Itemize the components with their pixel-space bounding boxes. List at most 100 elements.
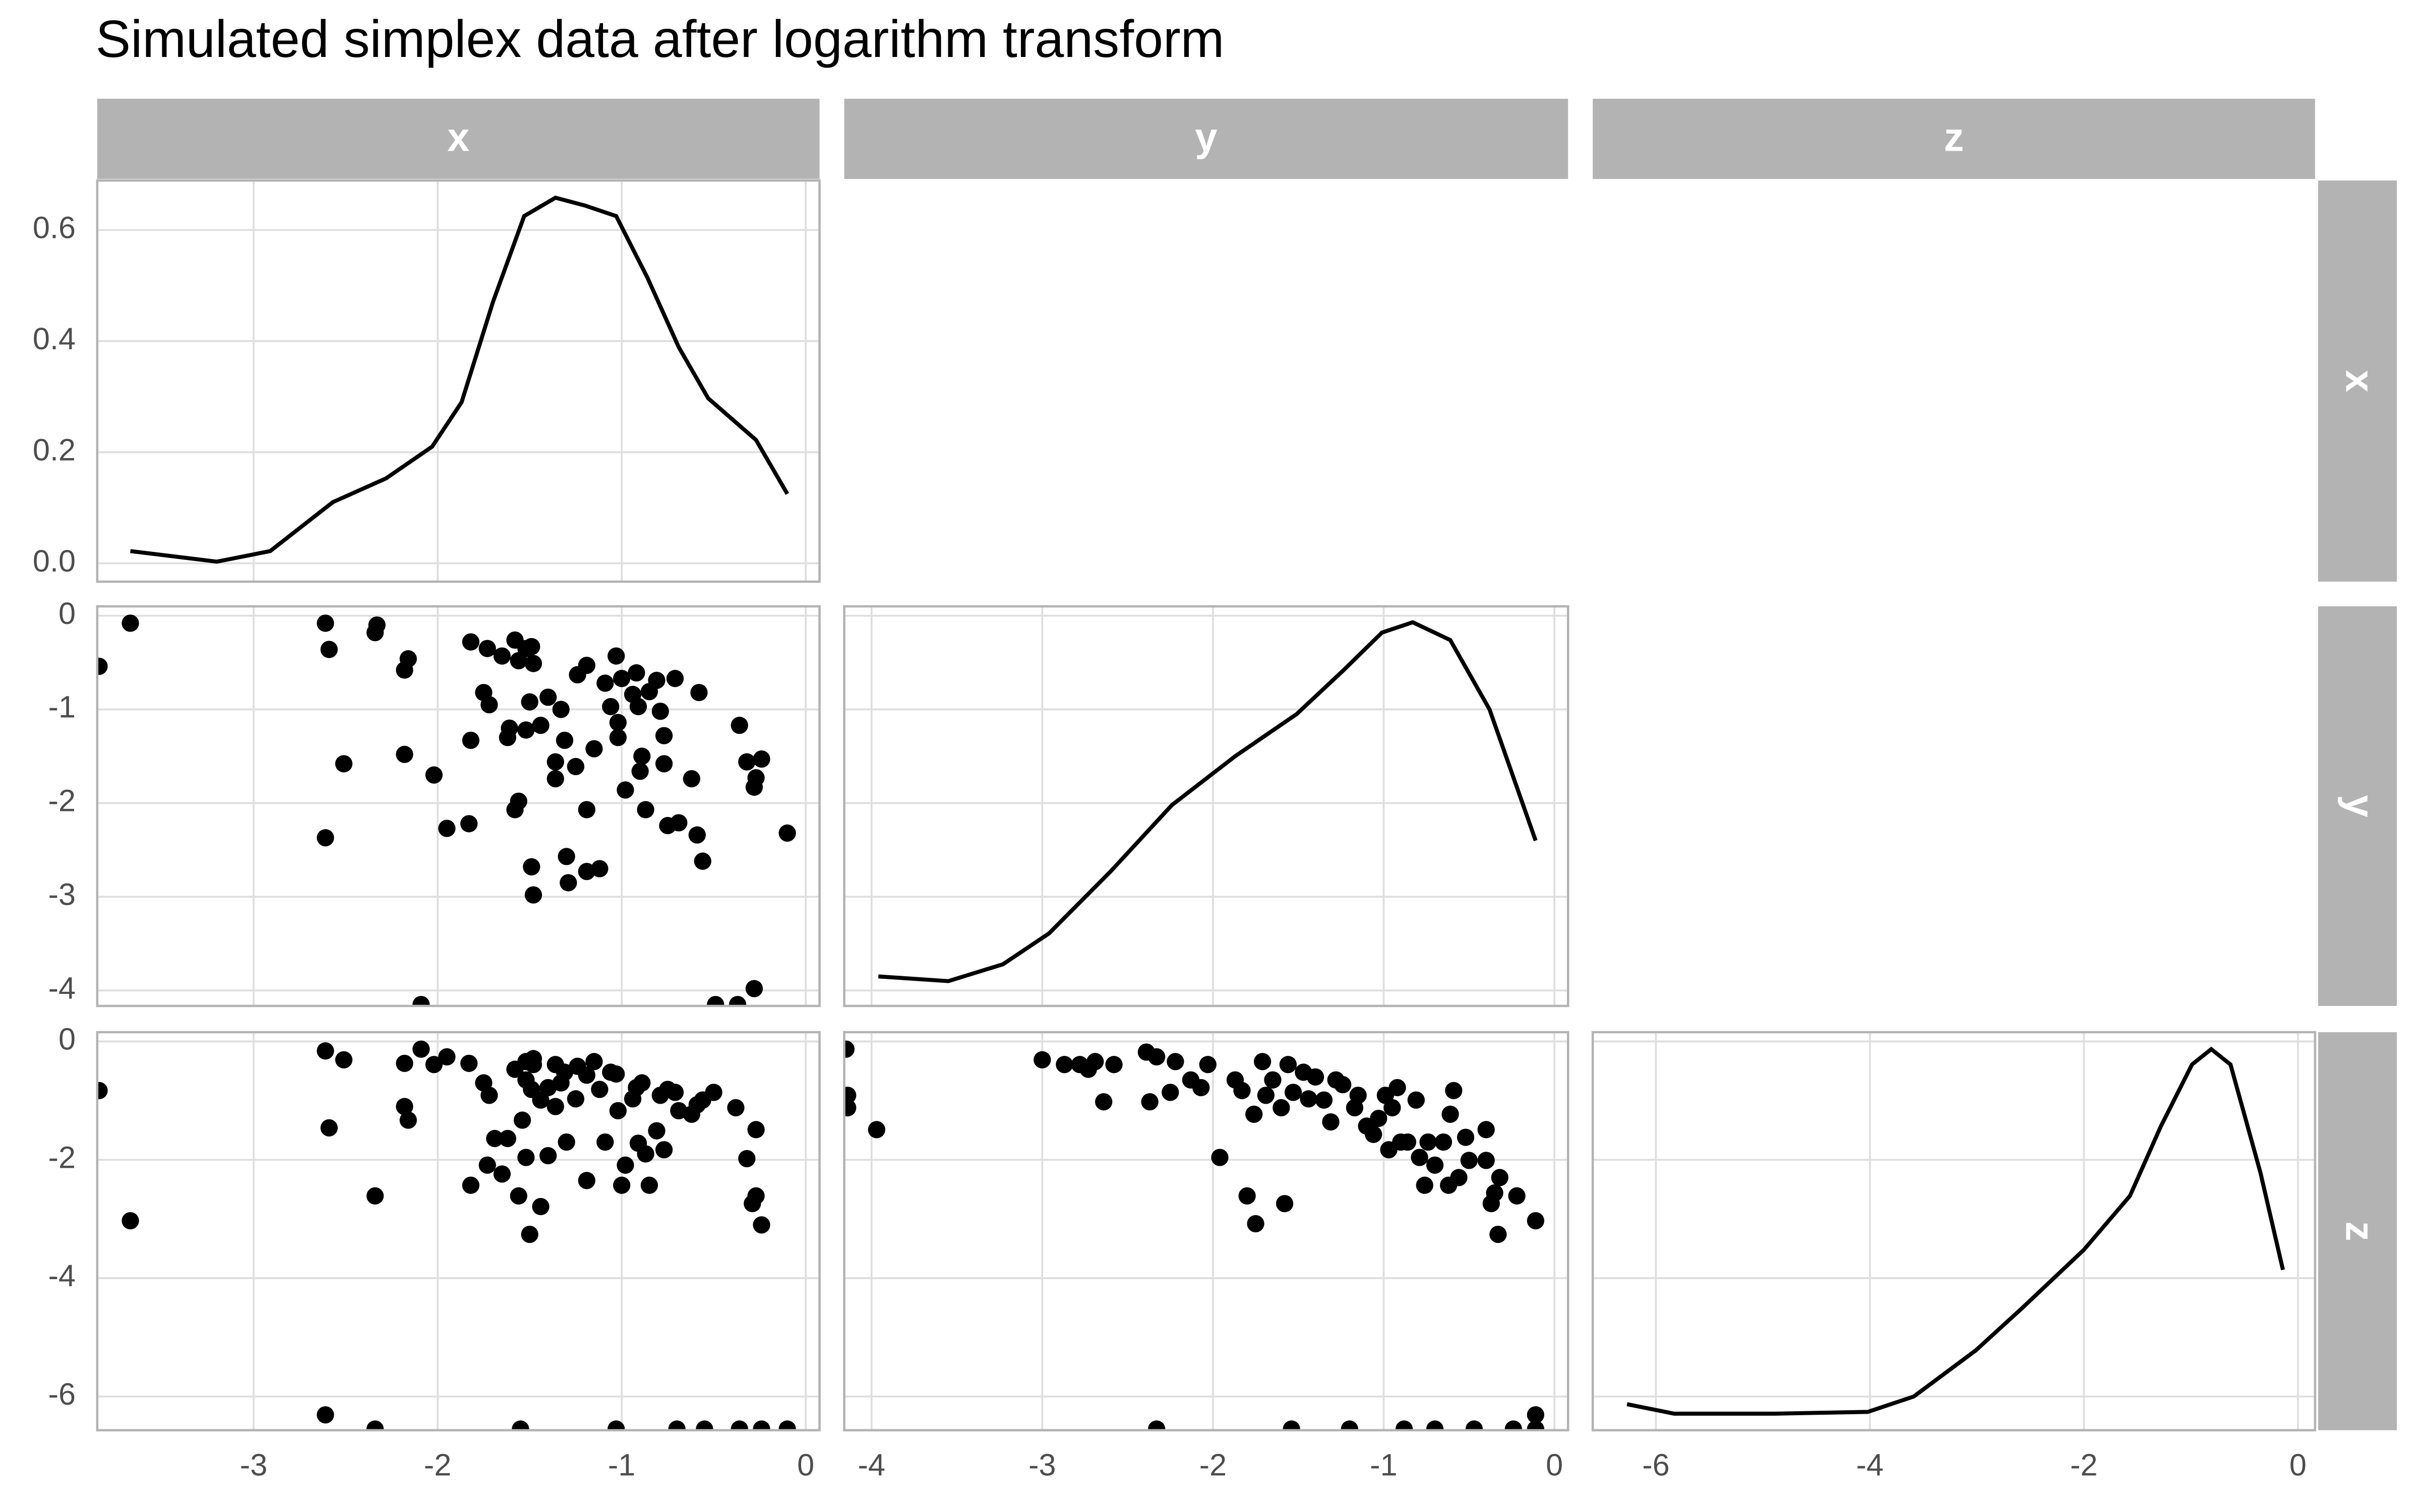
point	[609, 729, 627, 746]
point	[460, 815, 478, 833]
point	[521, 1225, 538, 1243]
point	[707, 995, 724, 1006]
point	[640, 1176, 658, 1194]
y-tick-label: -4	[48, 971, 76, 1005]
point	[1162, 1084, 1179, 1101]
point	[547, 753, 564, 771]
point	[868, 1121, 885, 1139]
point	[317, 614, 334, 632]
point	[462, 1176, 479, 1194]
point	[648, 671, 666, 689]
x-tick-label: -1	[1370, 1447, 1397, 1482]
point	[608, 1065, 625, 1083]
panel-background	[1593, 1032, 2315, 1430]
point	[480, 696, 498, 714]
y-tick-label: -2	[48, 1140, 76, 1174]
point	[731, 1420, 748, 1430]
point	[510, 1187, 527, 1205]
point	[556, 1063, 574, 1081]
point	[438, 1048, 456, 1066]
point	[1477, 1121, 1495, 1139]
point	[1056, 1056, 1073, 1074]
point	[778, 1420, 796, 1430]
point	[637, 801, 654, 818]
point	[1349, 1087, 1367, 1104]
point	[1167, 1053, 1184, 1070]
point	[585, 740, 603, 758]
point	[1450, 1169, 1468, 1186]
point	[399, 1111, 417, 1129]
point	[366, 1420, 384, 1430]
point	[648, 1122, 666, 1140]
density-line	[878, 620, 1538, 983]
y-tick-label: 0.2	[33, 432, 76, 467]
point	[1504, 1420, 1522, 1430]
point	[412, 995, 430, 1006]
panel-border	[96, 179, 821, 583]
x-tick-label: -2	[2070, 1447, 2097, 1482]
point	[517, 1149, 535, 1166]
point	[608, 647, 625, 665]
point	[366, 623, 384, 642]
point	[412, 1040, 430, 1058]
point	[524, 655, 542, 672]
column-strip	[97, 98, 820, 179]
point	[1383, 1099, 1401, 1117]
point	[608, 1420, 625, 1430]
point	[567, 1090, 585, 1108]
point	[1276, 1194, 1294, 1213]
point	[1300, 1090, 1317, 1108]
point	[602, 698, 620, 716]
point	[1407, 1091, 1425, 1109]
x-tick-label: -4	[858, 1447, 885, 1482]
point	[578, 1066, 595, 1084]
point	[1460, 1152, 1478, 1169]
point	[558, 848, 575, 865]
point	[747, 1187, 765, 1205]
point	[524, 1050, 542, 1067]
x-tick-label: -4	[1856, 1447, 1884, 1482]
point	[1527, 1406, 1545, 1424]
point	[478, 640, 496, 657]
point	[1322, 1113, 1340, 1131]
point	[747, 1121, 765, 1139]
point	[532, 717, 550, 734]
row-strip	[2318, 606, 2397, 1006]
point	[547, 1098, 564, 1115]
point	[532, 1091, 550, 1109]
point	[425, 1056, 443, 1074]
point	[670, 814, 688, 832]
point	[591, 1081, 609, 1098]
point	[747, 769, 765, 787]
point	[1233, 1082, 1251, 1099]
panel-border	[843, 1031, 1569, 1432]
point	[705, 1084, 722, 1101]
point	[1445, 1082, 1463, 1099]
point	[745, 980, 763, 997]
column-strip-label: x	[447, 115, 469, 160]
point	[1095, 1093, 1113, 1111]
density-line	[1626, 1046, 2285, 1416]
x-tick-label: 0	[1546, 1447, 1563, 1482]
point	[727, 1099, 745, 1117]
panel	[130, 196, 790, 564]
point	[1370, 1109, 1387, 1127]
point	[1245, 1105, 1263, 1123]
point	[1306, 1068, 1324, 1086]
point	[1315, 1091, 1333, 1109]
column-strip	[844, 98, 1568, 179]
point	[633, 747, 651, 765]
point	[532, 1198, 550, 1216]
point	[1477, 1152, 1495, 1169]
point	[493, 647, 511, 665]
point	[655, 1141, 673, 1159]
point	[637, 1145, 654, 1163]
point	[1416, 1176, 1433, 1194]
column-strip	[1593, 98, 2315, 179]
point	[506, 801, 524, 818]
point	[651, 703, 669, 720]
point	[122, 1212, 139, 1230]
point	[628, 664, 645, 682]
